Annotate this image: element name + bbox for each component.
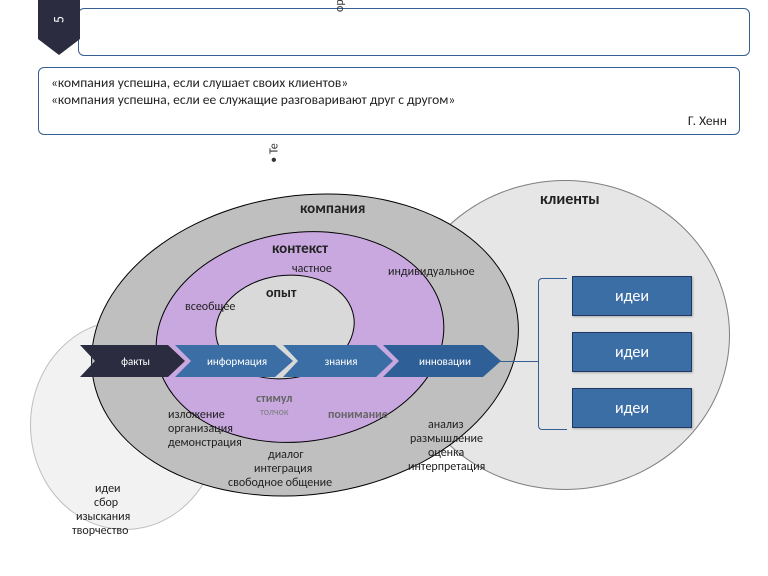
lbl-stimul: стимул (256, 392, 292, 406)
lbl-tolchok: толчок (260, 405, 289, 418)
lbl-individ: индивидуальное (388, 265, 475, 279)
idea-label: идеи (615, 287, 649, 306)
quote-line1: «компания успешна, если слушает своих кл… (51, 74, 727, 91)
banner-vertical-text: ор еская (334, 0, 347, 12)
chevron-label: знания (283, 345, 393, 377)
quote-line2: «компания успешна, если ее служащие разг… (51, 91, 727, 108)
lbl-interp: интерпретация (408, 460, 485, 474)
slide-number: 5 (51, 0, 68, 41)
lbl-tvor: творчество (72, 524, 128, 538)
label-opyt: опыт (266, 284, 296, 301)
idea-box: идеи (572, 332, 692, 372)
connector-line (500, 361, 538, 362)
chevron-facts: факты (80, 345, 185, 377)
lbl-ponimanie: понимание (328, 408, 388, 422)
lbl-razm: размышление (410, 432, 483, 446)
chevron-info: информация (175, 345, 293, 377)
title-banner: ор еская (78, 8, 750, 56)
chevron-knowledge: знания (283, 345, 393, 377)
lbl-demo: демонстрация (168, 436, 242, 450)
idea-box: идеи (572, 388, 692, 428)
idea-box: идеи (572, 276, 692, 316)
lbl-svob: свободное общение (228, 476, 332, 490)
label-context: контекст (272, 240, 328, 258)
label-company: компания (300, 200, 365, 218)
lbl-chastnoe: частное (292, 262, 332, 276)
quote-author: Г. Хенн (51, 112, 727, 129)
chevron-innovation: инновации (383, 345, 501, 377)
idea-bracket (538, 278, 567, 430)
lbl-izl: изложение (168, 408, 225, 422)
lbl-ocenka: оценка (428, 446, 464, 460)
diagram: клиенты компания контекст опыт частное и… (0, 150, 768, 576)
lbl-analiz: анализ (428, 418, 464, 432)
idea-label: идеи (615, 343, 649, 362)
lbl-izys: изыскания (76, 510, 130, 524)
lbl-org: организация (168, 422, 233, 436)
chevron-label: инновации (383, 345, 501, 377)
quote-box: «компания успешна, если слушает своих кл… (38, 67, 740, 135)
lbl-integr: интеграция (254, 462, 312, 476)
chevron-label: информация (175, 345, 293, 377)
slide-number-chevron: 5 (38, 0, 80, 55)
lbl-sbor: сбор (94, 496, 118, 510)
lbl-dialog: диалог (268, 448, 304, 462)
label-clients: клиенты (540, 190, 600, 209)
idea-label: идеи (615, 399, 649, 418)
lbl-vseobschee: всеобщее (185, 300, 235, 314)
chevron-label: факты (80, 345, 185, 377)
lbl-idei: идеи (95, 482, 121, 496)
